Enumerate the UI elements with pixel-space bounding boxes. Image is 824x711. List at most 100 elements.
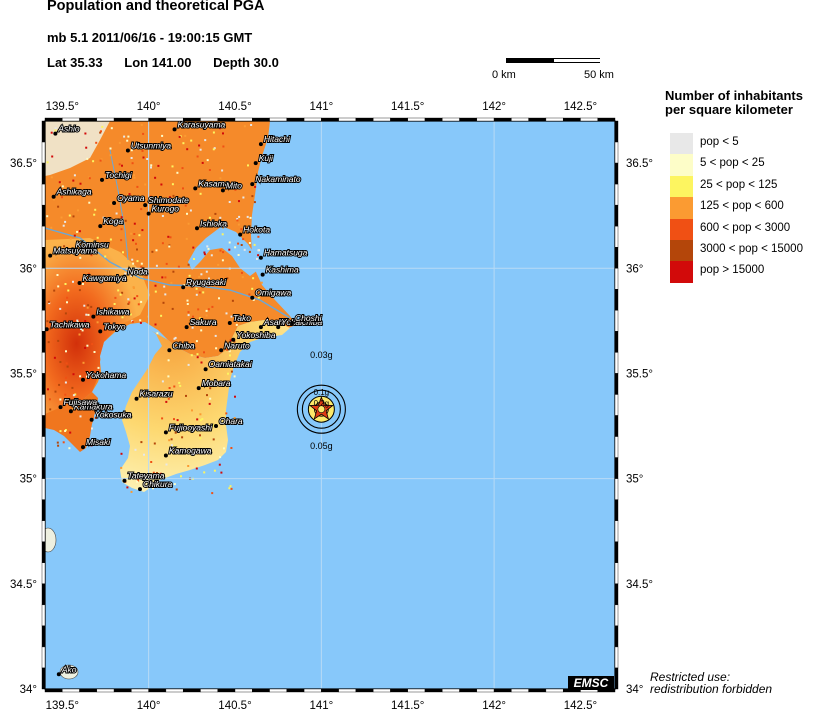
frame-tick	[113, 688, 132, 693]
population-pixel	[77, 209, 79, 212]
frame-tick	[252, 117, 270, 122]
population-pixel	[77, 242, 79, 245]
population-pixel	[120, 466, 123, 469]
population-pixel	[47, 341, 50, 344]
lat-tick-label: 35°	[20, 474, 37, 486]
frame-tick	[41, 310, 46, 332]
population-pixel	[73, 234, 76, 237]
frame-tick	[511, 688, 529, 693]
city-label: Ishikawa	[96, 307, 129, 317]
population-pixel	[122, 251, 124, 254]
population-pixel	[202, 427, 205, 430]
population-pixel	[167, 375, 170, 378]
population-pixel	[100, 130, 102, 133]
city-label: Hitachi	[264, 134, 291, 144]
frame-tick	[614, 289, 619, 311]
population-pixel	[248, 229, 251, 232]
population-pixel	[130, 157, 133, 159]
frame-tick	[511, 117, 529, 122]
population-pixel	[174, 431, 177, 434]
population-pixel	[126, 139, 129, 142]
population-pixel	[176, 171, 179, 174]
tokyo-bay	[94, 326, 162, 440]
population-pixel	[140, 123, 143, 126]
population-pixel	[76, 230, 79, 233]
population-pixel	[205, 270, 208, 273]
population-pixel	[225, 412, 228, 415]
population-pixel	[187, 314, 190, 317]
population-pixel	[126, 486, 129, 489]
city-label: Utsunmiya	[131, 140, 171, 150]
population-pixel	[236, 318, 239, 321]
population-pixel	[218, 297, 220, 300]
city-label: Fujiooyashi	[169, 422, 213, 432]
frame-tick	[614, 415, 619, 437]
frame-tick	[41, 541, 46, 563]
frame-tick	[41, 478, 46, 500]
population-pixel	[114, 296, 117, 299]
population-pixel	[205, 450, 208, 453]
population-pixel	[142, 156, 145, 159]
population-pixel	[61, 124, 64, 127]
population-pixel	[205, 309, 208, 312]
population-pixel	[210, 220, 213, 223]
population-pixel	[53, 356, 56, 359]
population-pixel	[195, 467, 198, 470]
population-pixel	[91, 406, 94, 408]
population-pixel	[161, 215, 164, 217]
population-pixel	[231, 422, 233, 425]
lat-tick-label: 36°	[626, 263, 643, 275]
population-pixel	[252, 277, 255, 280]
city-dot	[125, 148, 130, 153]
river-tone	[45, 227, 291, 319]
population-pixel	[128, 301, 131, 304]
population-pixel	[123, 135, 126, 138]
city-label: Kominsu	[76, 239, 109, 249]
city-dot	[196, 386, 201, 391]
city-dot	[98, 329, 103, 334]
population-pixel	[68, 214, 71, 217]
population-pixel	[173, 418, 175, 421]
lon-tick-label: 141.5°	[391, 101, 424, 113]
population-pixel	[248, 242, 251, 244]
population-pixel	[225, 312, 228, 315]
population-pixel	[240, 244, 243, 246]
city-label: Yokaichiba	[281, 317, 322, 327]
frame-tick	[355, 688, 374, 693]
depth-text: Depth 30.0	[213, 55, 279, 70]
city-dot	[290, 320, 294, 325]
population-pixel	[196, 353, 199, 356]
population-pixel	[169, 209, 172, 212]
pga-ring	[301, 389, 341, 429]
frame-tick	[286, 688, 305, 693]
city-dot	[70, 247, 75, 252]
population-pixel	[141, 229, 144, 232]
population-pixel	[172, 270, 175, 273]
population-pixel	[140, 300, 143, 303]
city-dot	[250, 295, 255, 300]
population-pixel	[198, 291, 201, 294]
frame-tick	[459, 117, 478, 122]
population-pixel	[46, 161, 49, 164]
land-mainland	[45, 121, 296, 414]
population-pixel	[120, 216, 123, 219]
lat-tick-label: 35.5°	[626, 368, 653, 380]
population-pixel	[203, 253, 206, 256]
frame-tick	[321, 117, 339, 122]
population-pixel	[94, 416, 97, 419]
population-pixel	[220, 471, 223, 474]
legend-swatch	[670, 133, 693, 155]
population-pixel	[213, 469, 216, 472]
population-pixel	[90, 254, 93, 257]
population-pixel	[85, 313, 88, 316]
frame-tick	[41, 141, 46, 164]
population-pixel	[196, 449, 199, 452]
population-pixel	[138, 234, 141, 237]
population-pixel	[130, 490, 133, 493]
frame-tick	[41, 352, 46, 374]
population-pixel	[57, 444, 60, 447]
population-pixel	[147, 315, 149, 318]
population-pixel	[168, 244, 171, 247]
population-pixel	[80, 328, 83, 330]
